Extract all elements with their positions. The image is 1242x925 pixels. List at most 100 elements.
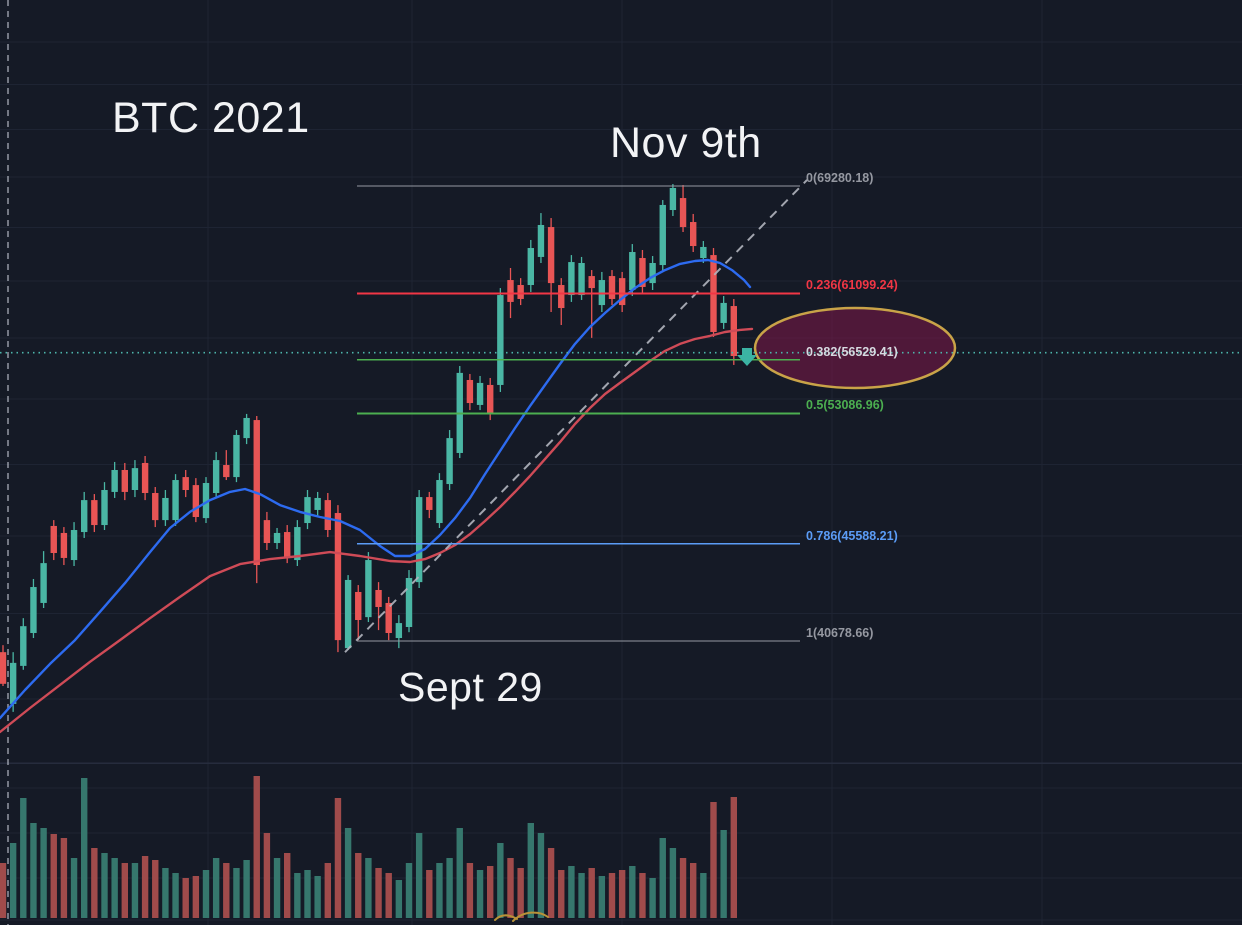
candle-up [527,248,534,286]
fib-label-1: 1(40678.66) [806,626,874,640]
volume-bar [111,858,118,918]
volume-bar [578,873,585,918]
sell-arrow-marker [737,348,757,366]
candle-down [375,589,382,607]
candle-down [639,258,646,287]
fib-label-0.236: 0.236(61099.24) [806,278,898,292]
trendline-dashed [344,179,808,653]
fib-label-0.382: 0.382(56529.41) [806,345,898,359]
volume-bar [70,858,78,918]
volume-bar [284,853,291,918]
volume-bar [568,866,575,918]
volume-bar [152,860,159,918]
volume-bar [263,833,271,918]
candle-up [446,438,453,485]
candle-down [679,198,687,228]
volume-bar [172,873,179,918]
volume-bar [121,863,128,918]
squiggle [494,911,549,922]
volume-bar [162,868,169,918]
candle-up [344,579,352,649]
candle-up [537,224,545,257]
volume-bar [294,873,301,918]
candle-down [558,285,565,309]
candle-up [314,497,321,510]
volume-bar [497,843,504,918]
volume-bar [385,873,392,918]
candle-down [547,227,555,284]
candle-up [476,382,484,405]
volume-bar [223,863,230,918]
volume-bar [466,863,474,918]
candle-up [30,587,37,634]
candle-up [649,263,656,284]
signature-squiggle [494,911,549,922]
candle-down [618,278,626,306]
volume-bar [446,858,453,918]
volume-bar [618,870,626,918]
candle-up [700,246,707,259]
volume-bar [233,868,240,918]
candle-down [50,525,57,554]
fib-label-0: 0(69280.18) [806,171,874,185]
candle-up [202,482,210,519]
candle-up [294,527,301,561]
trendline [344,179,808,653]
volume-bar [375,868,382,918]
candle-down [91,500,98,526]
candle-down [426,497,433,510]
candle-down [192,485,200,518]
volume-bar [212,858,220,918]
ma-fast-line [0,258,752,720]
candle-up [233,434,240,478]
candle-down [507,280,514,302]
volume-bar [527,823,534,918]
candle-up [304,497,311,524]
volume-bar [304,870,311,918]
volume-bar [415,833,423,918]
peak-date-label: Nov 9th [610,119,762,167]
ma-slow-line [0,327,754,734]
candle-down [152,493,159,521]
volume-bar [60,838,68,918]
volume-bar [710,802,717,918]
volume-bar [0,863,7,918]
candle-up [243,417,250,439]
volume-bar [202,870,210,918]
volume-bar [324,863,331,918]
volume-bar [720,830,727,918]
volume-bar [608,873,616,918]
candle-down [334,513,342,641]
candle-up [395,623,403,639]
candle-down [141,462,149,494]
volume-bar [182,878,189,918]
volume-bar [20,798,27,918]
volume-bar [690,863,697,918]
volume-bar [192,876,200,918]
volume-bar [405,863,413,918]
candle-up [415,497,423,583]
volume-bar [344,828,352,918]
candle-up [162,497,169,521]
volume-bar [487,866,494,918]
candle-up [111,469,118,492]
symbol-title: BTC 2021 [112,94,310,142]
volume-bar [547,848,555,918]
volume-bar [395,880,403,918]
volume-bar [355,853,362,918]
candle-down [0,652,7,684]
candle-down [60,532,68,558]
volume-bar [558,870,565,918]
candle-up [172,480,179,521]
ma-fast [0,258,752,720]
volume-bar [314,876,321,918]
volume-bar [253,776,260,918]
volume-bar [537,833,545,918]
candle-up [40,563,47,603]
volume-bar [243,860,250,918]
volume-bar [730,797,737,918]
candle-down [121,469,128,492]
candle-down [588,276,595,289]
volume-bar [659,838,666,918]
